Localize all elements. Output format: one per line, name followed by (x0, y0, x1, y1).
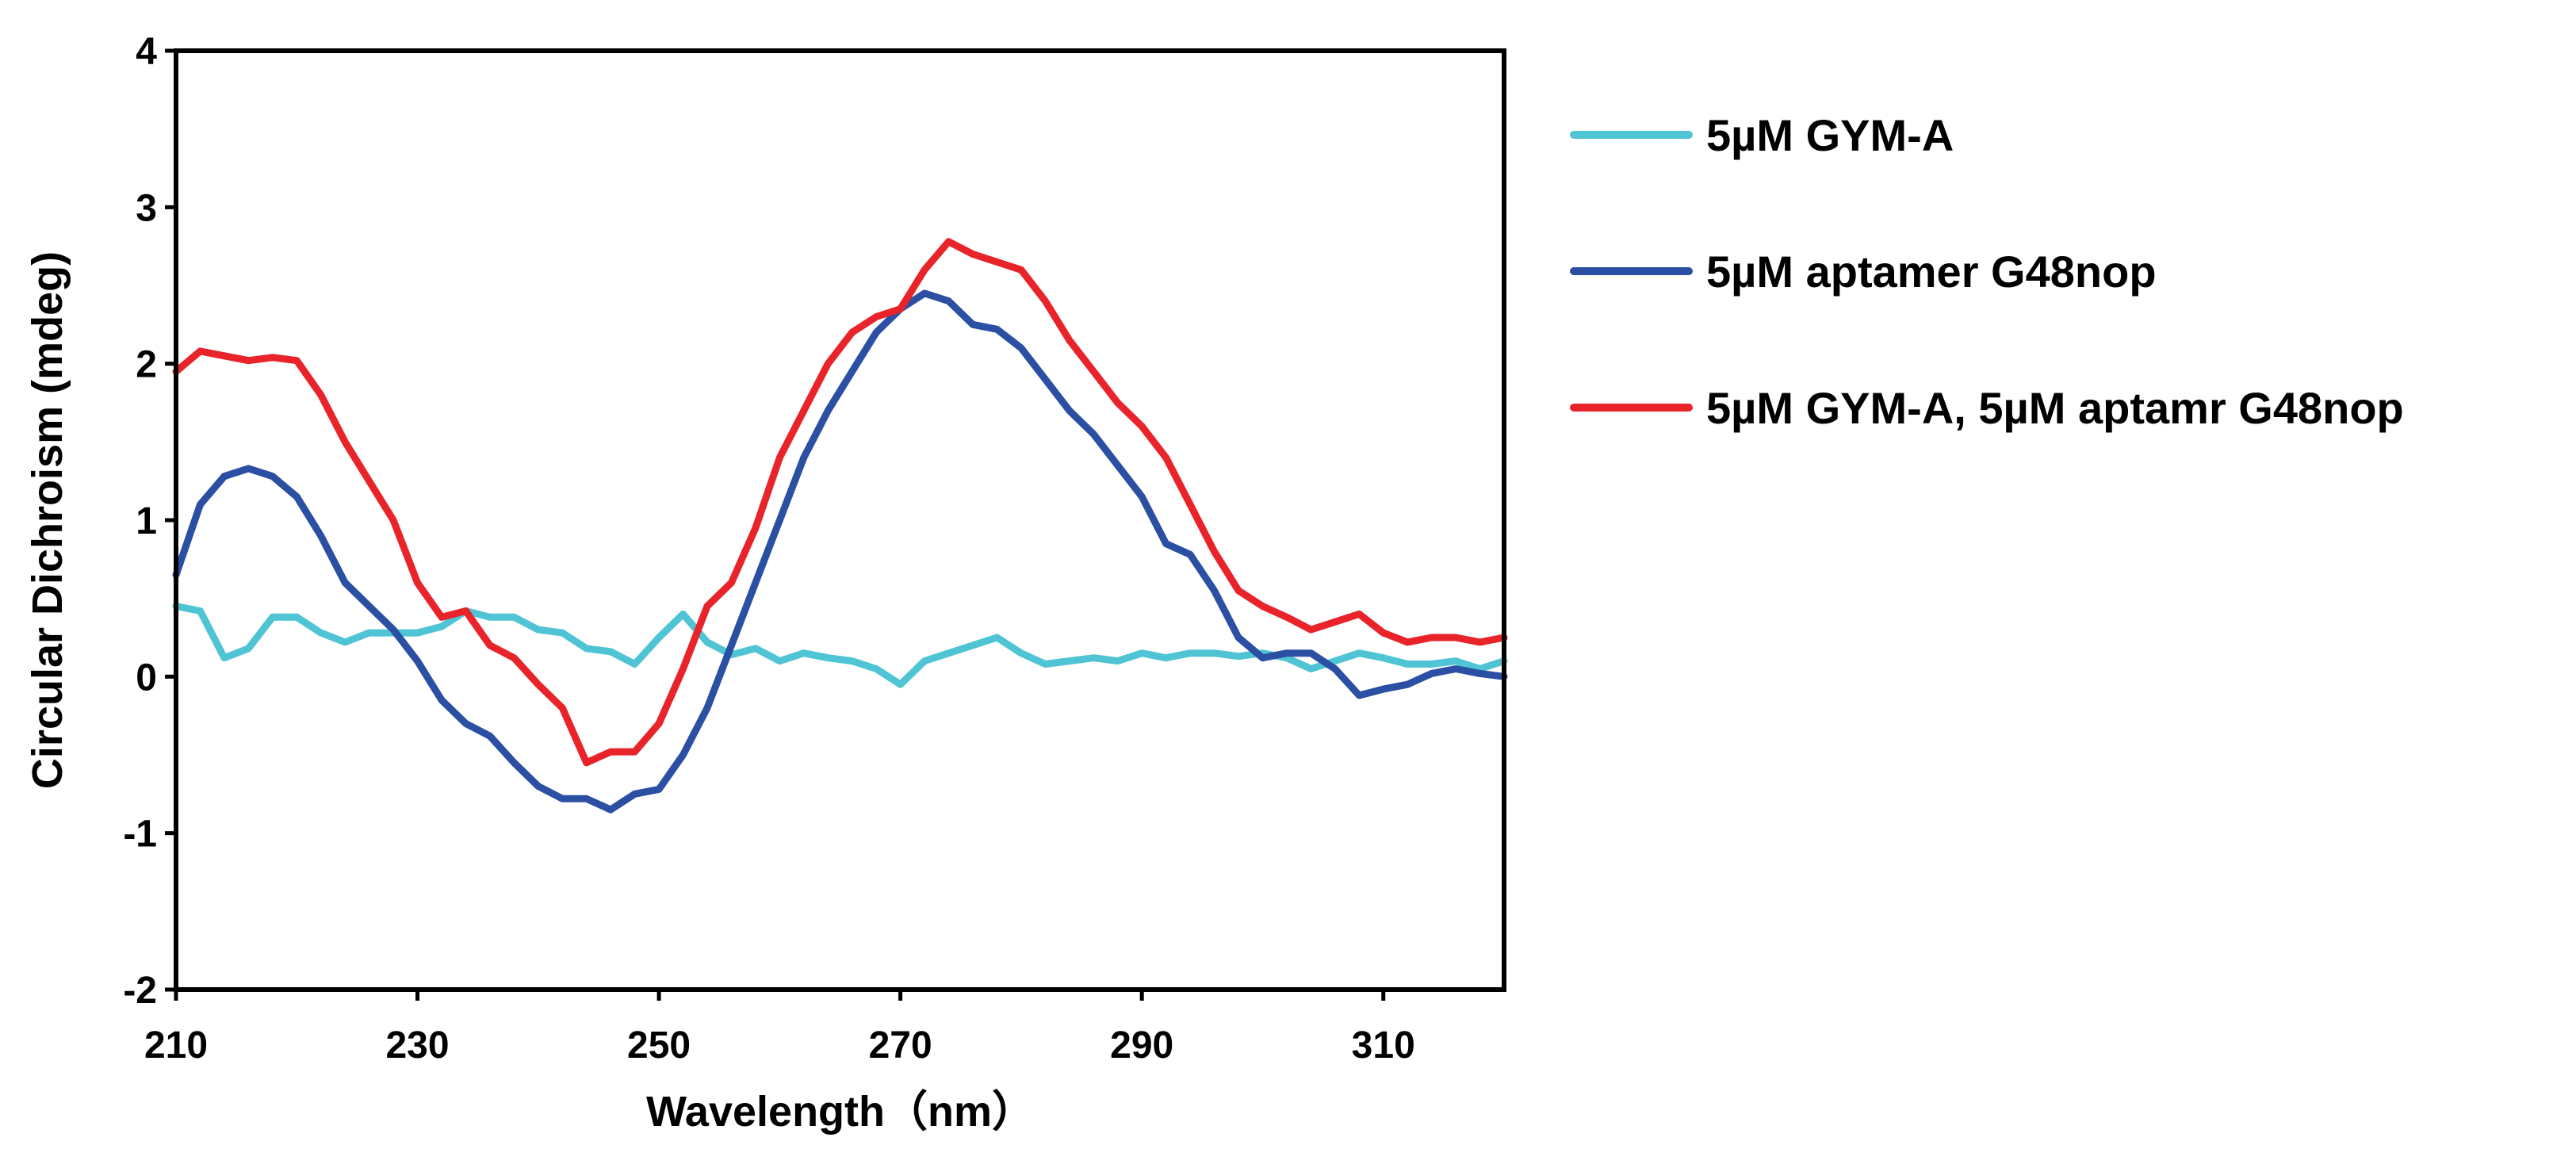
x-tick-label: 290 (1110, 1024, 1173, 1067)
legend: 5µM GYM-A 5µM aptamer G48nop 5µM GYM-A, 5µ… (1570, 110, 2404, 433)
x-axis-title: Wavelength（nm） (646, 1088, 1035, 1135)
y-tick-label: -1 (123, 814, 157, 856)
y-tick-label: 4 (136, 31, 157, 73)
series-line-2 (172, 289, 1508, 814)
x-tick-label: 230 (385, 1024, 449, 1067)
y-tick-label: 2 (136, 344, 157, 386)
y-tick-label: 1 (136, 500, 157, 542)
y-tick-label: 3 (136, 187, 157, 229)
y-tick-label: 0 (136, 657, 157, 699)
x-tick-label: 210 (144, 1024, 208, 1067)
y-axis: -2 -1 0 1 2 3 4 (123, 31, 176, 1012)
legend-label-1: 5µM GYM-A (1706, 110, 1954, 160)
y-tick-label: -2 (123, 970, 157, 1012)
series-line-3 (172, 238, 1508, 767)
series-layer (172, 238, 1508, 814)
x-tick-label: 250 (627, 1024, 691, 1067)
x-tick-label: 270 (869, 1024, 932, 1067)
legend-label-2: 5µM aptamer G48nop (1706, 247, 2157, 297)
y-axis-title: Circular Dichroism (mdeg) (24, 251, 71, 789)
x-axis: 210 230 250 270 290 310 (144, 990, 1415, 1067)
x-tick-label: 310 (1352, 1024, 1415, 1067)
legend-label-3: 5µM GYM-A, 5µM aptamr G48nop (1706, 383, 2404, 433)
